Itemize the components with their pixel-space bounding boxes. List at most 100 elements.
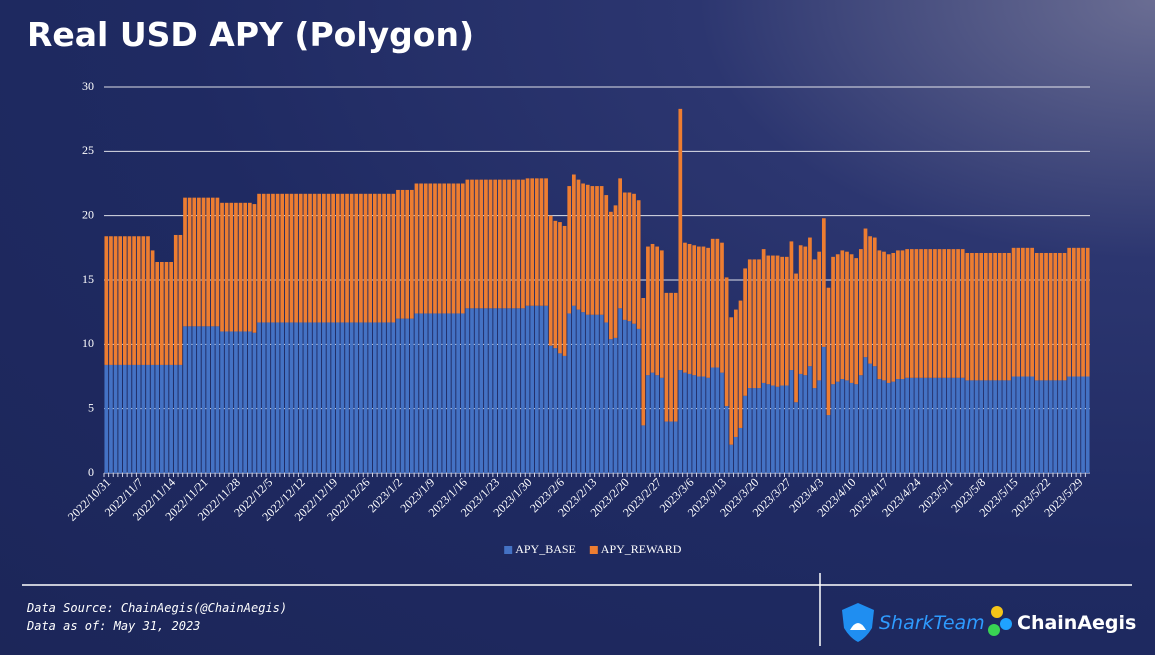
bar-base <box>470 308 474 473</box>
bar-base <box>632 323 636 473</box>
bar-base <box>224 331 229 473</box>
bar-reward <box>877 250 882 380</box>
bar-base <box>1058 380 1062 473</box>
bar-reward <box>234 202 238 332</box>
bar-base <box>173 364 178 473</box>
bar-reward <box>664 292 669 422</box>
y-tick-label: 20 <box>82 207 94 221</box>
bar-reward <box>516 179 521 309</box>
bar-reward <box>1002 252 1007 381</box>
bar-base <box>1002 380 1007 473</box>
bar-base <box>942 377 947 473</box>
bar-base <box>215 326 220 473</box>
y-tick-label: 30 <box>82 79 94 93</box>
bar-reward <box>275 193 280 323</box>
bar-reward <box>928 249 933 378</box>
bar-base <box>896 379 900 473</box>
chainaegis-icon <box>988 624 1000 636</box>
bar-reward <box>558 222 562 354</box>
bar-base <box>160 364 164 473</box>
bar-reward <box>734 309 738 437</box>
bar-reward <box>271 193 275 323</box>
bar-base <box>706 377 710 473</box>
bar-base <box>585 314 590 473</box>
bar-base <box>1076 376 1081 473</box>
bar-reward <box>192 197 197 327</box>
bar-base <box>484 308 488 473</box>
bar-base <box>488 308 493 473</box>
bar-base <box>442 313 447 473</box>
bar-reward <box>868 236 872 364</box>
bar-base <box>271 322 275 473</box>
bar-reward <box>812 259 817 389</box>
bar-reward <box>150 250 155 365</box>
bar-base <box>497 308 502 473</box>
sharkteam-icon-fin <box>850 623 866 630</box>
bar-reward <box>979 252 984 381</box>
bar-reward <box>599 186 604 315</box>
bar-reward <box>789 241 794 371</box>
bar-reward <box>669 292 673 422</box>
bar-reward <box>761 249 766 383</box>
bar-base <box>618 308 622 473</box>
bar-reward <box>724 277 729 407</box>
bar-base <box>636 328 641 473</box>
bar-base <box>729 444 734 473</box>
x-tick-label: 2023/1/2 <box>365 475 405 515</box>
bar-reward <box>983 252 988 381</box>
bar-reward <box>646 246 650 376</box>
bar-base <box>1081 376 1085 473</box>
bar-base <box>1071 376 1076 473</box>
bar-base <box>372 322 377 473</box>
bar-base <box>798 373 803 473</box>
bar-reward <box>544 178 548 306</box>
bar-reward <box>771 255 775 386</box>
bar-reward <box>900 250 905 380</box>
bar-base <box>298 322 303 473</box>
bar-base <box>493 308 498 473</box>
bar-base <box>919 377 923 473</box>
bar-reward <box>164 261 169 365</box>
bar-base <box>1025 376 1030 473</box>
bar-reward <box>1025 247 1030 377</box>
bar-base <box>155 364 160 473</box>
bar-reward <box>447 183 451 314</box>
bar-base <box>701 376 706 473</box>
bar-reward <box>312 193 317 323</box>
bar-reward <box>201 197 206 327</box>
bar-base <box>673 421 678 473</box>
bar-reward <box>229 202 234 332</box>
bar-base <box>447 313 451 473</box>
bar-reward <box>187 197 192 327</box>
bar-base <box>109 364 113 473</box>
bar-base <box>826 415 831 473</box>
bar-base <box>433 313 437 473</box>
bar-base <box>534 305 539 473</box>
bar-reward <box>752 259 757 389</box>
bar-reward <box>359 193 363 323</box>
bar-base <box>558 353 562 473</box>
bar-reward <box>729 317 734 445</box>
bar-base <box>983 380 988 473</box>
bar-reward <box>970 252 974 381</box>
bar-reward <box>715 238 720 368</box>
bar-reward <box>840 250 845 380</box>
bar-base <box>451 313 456 473</box>
bar-base <box>382 322 386 473</box>
bar-reward <box>1053 252 1058 381</box>
bar-reward <box>641 298 646 426</box>
bar-base <box>993 380 997 473</box>
bar-base <box>368 322 373 473</box>
bar-reward <box>845 251 849 381</box>
bar-base <box>956 377 960 473</box>
bar-reward <box>303 193 308 323</box>
bar-reward <box>345 193 349 323</box>
bar-reward <box>215 197 220 327</box>
bar-reward <box>220 202 224 332</box>
bar-reward <box>696 246 701 377</box>
bar-base <box>590 314 595 473</box>
bar-base <box>1039 380 1044 473</box>
bar-base <box>877 379 882 473</box>
